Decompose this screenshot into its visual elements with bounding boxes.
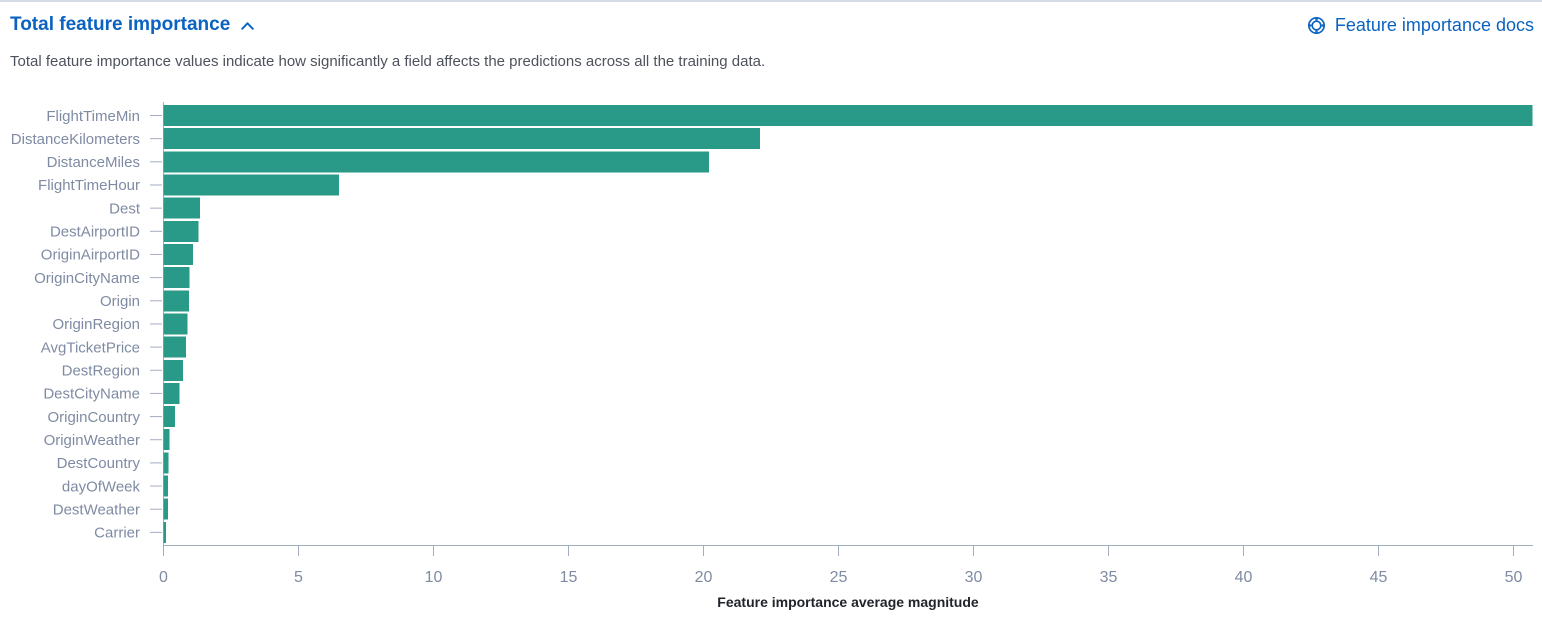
panel-header: Total feature importance Feature importa… xyxy=(10,14,1534,37)
bar-DistanceKilometers xyxy=(163,128,761,150)
y-axis-label: DestRegion xyxy=(62,363,140,380)
x-tick-label: 0 xyxy=(159,569,168,586)
y-axis-label: FlightTimeHour xyxy=(38,177,140,194)
y-axis-label: DistanceKilometers xyxy=(11,131,140,148)
x-tick-label: 10 xyxy=(425,569,443,586)
bar-FlightTimeMin xyxy=(163,105,1533,126)
bar-Dest xyxy=(163,197,200,219)
bar-DistanceMiles xyxy=(163,151,709,173)
bar-FlightTimeHour xyxy=(163,174,339,196)
bar-OriginCityName xyxy=(163,267,190,289)
bar-DestCountry xyxy=(163,452,169,474)
y-axis-label: DestCountry xyxy=(57,455,141,472)
y-axis-label: DistanceMiles xyxy=(47,154,140,171)
x-tick-label: 30 xyxy=(965,569,983,586)
x-tick-label: 35 xyxy=(1100,569,1118,586)
y-axis-label: DestWeather xyxy=(53,501,140,518)
docs-link-label: Feature importance docs xyxy=(1334,14,1534,35)
bar-OriginWeather xyxy=(163,429,170,451)
bar-OriginCountry xyxy=(163,406,175,428)
bar-DestAirportID xyxy=(163,220,199,242)
x-tick-label: 45 xyxy=(1370,569,1388,586)
help-docs-icon xyxy=(1306,15,1327,36)
y-axis-label: OriginWeather xyxy=(44,432,140,449)
bar-AvgTicketPrice xyxy=(163,336,187,358)
description-text: Total feature importance values indicate… xyxy=(10,53,766,70)
section-title: Total feature importance xyxy=(10,14,231,35)
y-axis-label: DestCityName xyxy=(43,386,140,403)
x-tick-label: 5 xyxy=(294,569,303,586)
bar-DestWeather xyxy=(163,498,168,520)
x-axis-title: Feature importance average magnitude xyxy=(717,594,979,610)
bar-DestRegion xyxy=(163,359,184,381)
bar-DestCityName xyxy=(163,382,180,404)
y-axis-label: OriginRegion xyxy=(52,316,140,333)
bar-OriginRegion xyxy=(163,313,188,335)
y-axis-label: AvgTicketPrice xyxy=(41,339,140,356)
chevron-up-icon xyxy=(239,18,256,35)
bar-Carrier xyxy=(163,521,167,543)
x-tick-label: 25 xyxy=(830,569,848,586)
y-axis-label: dayOfWeek xyxy=(62,478,141,495)
y-axis-label: Origin xyxy=(100,293,140,310)
y-axis-label: Dest xyxy=(109,200,141,217)
total-feature-importance-toggle[interactable]: Total feature importance xyxy=(10,14,256,37)
y-axis-label: Carrier xyxy=(94,525,140,542)
x-tick-label: 50 xyxy=(1505,569,1523,586)
x-tick-label: 20 xyxy=(695,569,713,586)
bar-chart-canvas: FlightTimeMin DistanceKilometers DistanceM… xyxy=(11,102,1533,610)
feature-importance-docs-link[interactable]: Feature importance docs xyxy=(1306,15,1534,37)
y-axis-label: DestAirportID xyxy=(50,224,140,241)
x-tick-label: 15 xyxy=(560,569,578,586)
y-axis-label: FlightTimeMin xyxy=(46,108,140,125)
y-axis-label: OriginCityName xyxy=(34,270,140,287)
y-axis-label: OriginCountry xyxy=(47,409,140,426)
y-axis-label: OriginAirportID xyxy=(41,247,140,264)
bar-Origin xyxy=(163,290,189,312)
feature-importance-chart: FlightTimeMin DistanceKilometers DistanceM… xyxy=(0,92,1542,618)
x-tick-label: 40 xyxy=(1235,569,1253,586)
bar-OriginAirportID xyxy=(163,243,194,265)
bar-dayOfWeek xyxy=(163,475,169,497)
